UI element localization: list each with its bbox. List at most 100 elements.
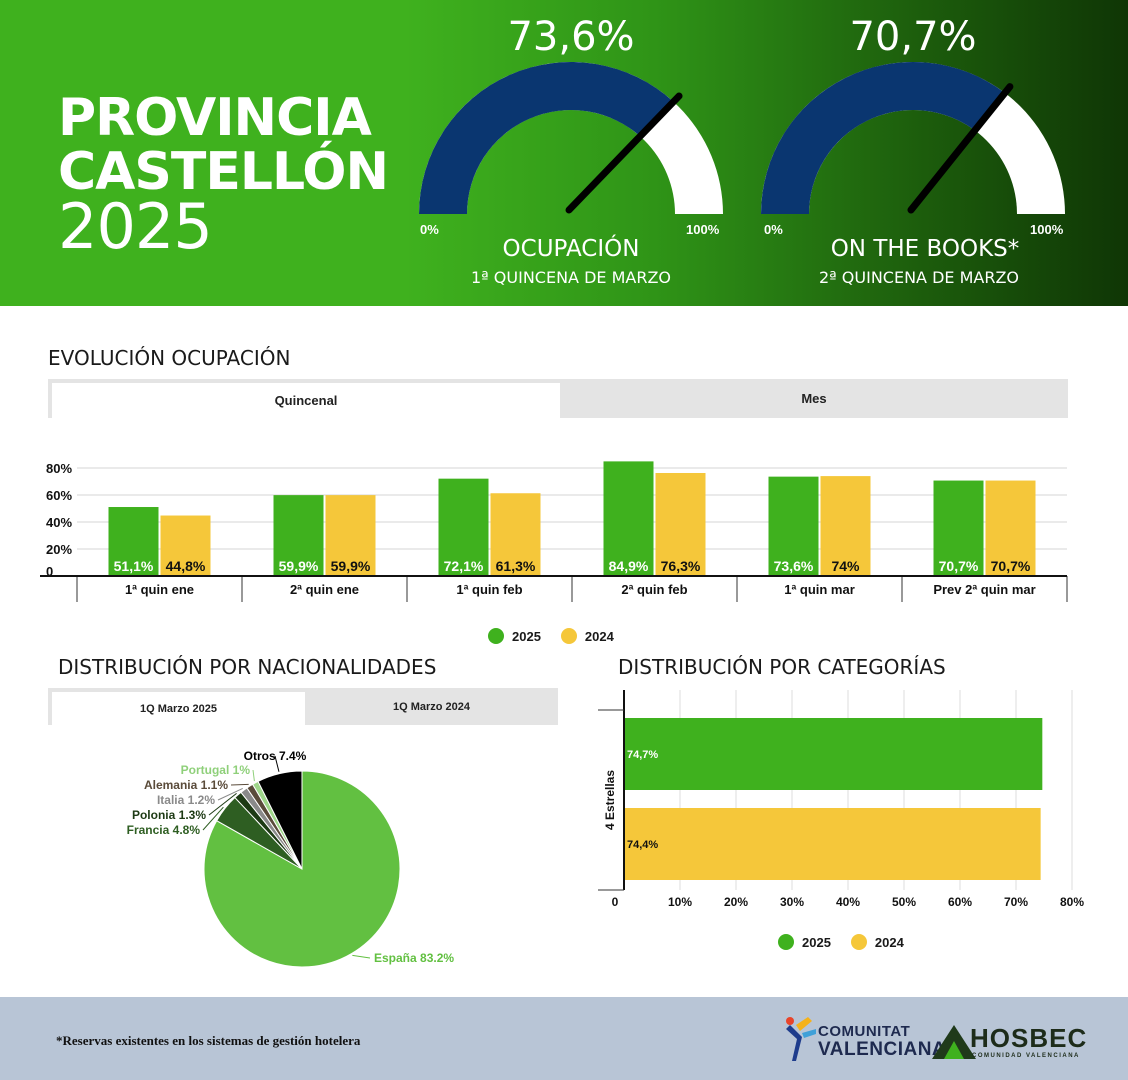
hosbec-logo-text: HOSBEC <box>970 1023 1088 1053</box>
x-tick-label: Prev 2ª quin mar <box>933 582 1035 597</box>
legend-dot-2024 <box>560 628 577 644</box>
x-tick-label: 70% <box>1004 895 1028 909</box>
gauge-on-the-books-min: 0% <box>764 222 783 237</box>
pie-slice-otros <box>257 770 303 870</box>
cat-legend-dot-2025 <box>778 934 794 950</box>
bar-value-label: 70,7% <box>991 558 1031 574</box>
gauge-occupancy: 73,6% 0% 100% OCUPACIÓN 1ª QUINCENA DE M… <box>406 0 736 300</box>
bar-2024 <box>625 808 1041 880</box>
y-tick-label: 0 <box>46 564 53 579</box>
nationalities-title: DISTRIBUCIÓN POR NACIONALIDADES <box>58 655 437 679</box>
gauge-on-the-books-label: ON THE BOOKS* <box>830 236 1020 262</box>
pie-label-francia: Francia 4.8% <box>127 823 201 837</box>
bar-value-label: 51,1% <box>114 558 154 574</box>
bar-value-label: 72,1% <box>444 558 484 574</box>
gauge-fill <box>419 62 674 214</box>
comunitat-valenciana-logo: COMUNITAT VALENCIANA <box>782 1011 946 1063</box>
categories-legend: 2025 2024 <box>778 934 914 950</box>
pie-leader-line <box>217 788 243 801</box>
bar-2024 <box>325 495 376 576</box>
legend-item-2024[interactable]: 2024 <box>560 628 614 644</box>
evolution-chart: 0 20% 40% 60% 80% 51,1% 44,8% 1ª quin ene 59,9% 5… <box>40 461 1068 602</box>
x-tick-label: 20% <box>724 895 748 909</box>
y-category-label: 4 Estrellas <box>603 770 617 830</box>
bar-2025 <box>438 478 489 576</box>
bar-value-label: 73,6% <box>774 558 814 574</box>
cat-legend-label-2025: 2025 <box>802 934 831 950</box>
x-tick-label: 0 <box>612 895 619 909</box>
legend-label-2024: 2024 <box>584 628 614 644</box>
bar-value-label: 74% <box>831 558 860 574</box>
comunitat-valenciana-emblem-icon <box>786 1017 816 1061</box>
title-line-1: PROVINCIA <box>58 88 372 148</box>
x-tick-label: 2ª quin feb <box>621 582 687 597</box>
bar-value-label: 61,3% <box>496 558 536 574</box>
tab-1q-marzo-2025[interactable]: 1Q Marzo 2025 <box>52 692 305 725</box>
x-tick-label: 80% <box>1060 895 1084 909</box>
legend-item-2025[interactable]: 2025 <box>488 628 541 644</box>
gauge-on-the-books-sublabel: 2ª QUINCENA DE MARZO <box>818 268 1019 287</box>
bar-2025 <box>768 476 819 576</box>
title-line-3: 2025 <box>58 190 213 263</box>
pie-leader-line <box>208 792 237 816</box>
hosbec-triangle-icon <box>932 1025 976 1059</box>
title-line-2: CASTELLÓN <box>58 142 389 202</box>
bar-2024 <box>655 472 706 576</box>
y-tick-label: 60% <box>46 488 72 503</box>
x-tick-label: 1ª quin ene <box>125 582 194 597</box>
comunitat-valenciana-line2: VALENCIANA <box>818 1039 947 1060</box>
hosbec-logo-subtitle: COMUNIDAD VALENCIANA <box>972 1053 1080 1059</box>
cat-legend-item-2024[interactable]: 2024 <box>850 934 904 950</box>
bar-value-label: 59,9% <box>279 558 319 574</box>
bar-2024 <box>820 476 871 576</box>
bar-2025 <box>273 495 324 576</box>
gauge-on-the-books: 70,7% 0% 100% ON THE BOOKS* 2ª QUINCENA … <box>748 0 1078 300</box>
tab-1q-marzo-2024[interactable]: 1Q Marzo 2024 <box>392 700 471 713</box>
bar-value-label: 70,7% <box>939 558 979 574</box>
evolution-legend: 2025 2024 <box>488 628 624 644</box>
pie-label-italia: Italia 1.2% <box>157 793 215 807</box>
pie-leader-line <box>230 783 249 786</box>
pie-label-alemania: Alemania 1.1% <box>144 778 228 792</box>
tab-mes[interactable]: Mes <box>801 391 827 406</box>
categories-chart: 0 10% 20% 30% 40% 50% 60% 70% 80% 4 Estrellas 74,7… <box>598 690 1084 909</box>
x-tick-label: 1ª quin feb <box>456 582 522 597</box>
pie-leader-line <box>352 954 371 959</box>
bar-value-label: 84,9% <box>609 558 649 574</box>
footer: *Reservas existentes en los sistemas de … <box>0 997 1128 1080</box>
x-tick-label: 2ª quin ene <box>290 582 359 597</box>
tab-quincenal[interactable]: Quincenal <box>52 383 560 418</box>
evolution-title: EVOLUCIÓN OCUPACIÓN <box>48 346 291 370</box>
bar-2025 <box>108 507 159 576</box>
hosbec-logo: HOSBEC COMUNIDAD VALENCIANA <box>930 1017 1090 1067</box>
pie-label-portugal: Portugal 1% <box>181 763 251 777</box>
nationalities-tabbar: 1Q Marzo 2025 1Q Marzo 2024 <box>48 688 558 725</box>
nationalities-pie-chart: España 83.2% Francia 4.8%Polonia 1.3%Ital… <box>127 749 454 968</box>
x-tick-label: 30% <box>780 895 804 909</box>
bar-value-label: 76,3% <box>661 558 701 574</box>
bar-2025 <box>625 718 1043 790</box>
pie-label-otros: Otros 7.4% <box>244 749 307 763</box>
gauge-occupancy-max: 100% <box>686 222 720 237</box>
bar-2024 <box>490 493 541 576</box>
gauge-occupancy-min: 0% <box>420 222 439 237</box>
y-tick-label: 40% <box>46 515 72 530</box>
x-tick-label: 60% <box>948 895 972 909</box>
gauge-occupancy-svg <box>419 62 723 214</box>
cat-legend-dot-2024 <box>850 934 867 950</box>
bar-2024 <box>160 515 211 576</box>
gauge-needle <box>907 83 1014 214</box>
cat-legend-item-2025[interactable]: 2025 <box>778 934 831 950</box>
bar-value-label: 59,9% <box>331 558 371 574</box>
gauge-on-the-books-svg <box>761 62 1065 214</box>
y-tick-label: 20% <box>46 542 72 557</box>
gauge-fill <box>761 62 1006 214</box>
pie-label-polonia: Polonia 1.3% <box>132 808 206 822</box>
bar-value-label: 44,8% <box>166 558 206 574</box>
pie-leader-line <box>202 806 224 831</box>
comunitat-valenciana-line1: COMUNITAT <box>818 1023 911 1040</box>
cat-legend-label-2024: 2024 <box>874 934 904 950</box>
gauge-on-the-books-value: 70,7% <box>849 14 977 60</box>
x-tick-label: 10% <box>668 895 692 909</box>
pie-label-españa: España 83.2% <box>374 951 454 965</box>
